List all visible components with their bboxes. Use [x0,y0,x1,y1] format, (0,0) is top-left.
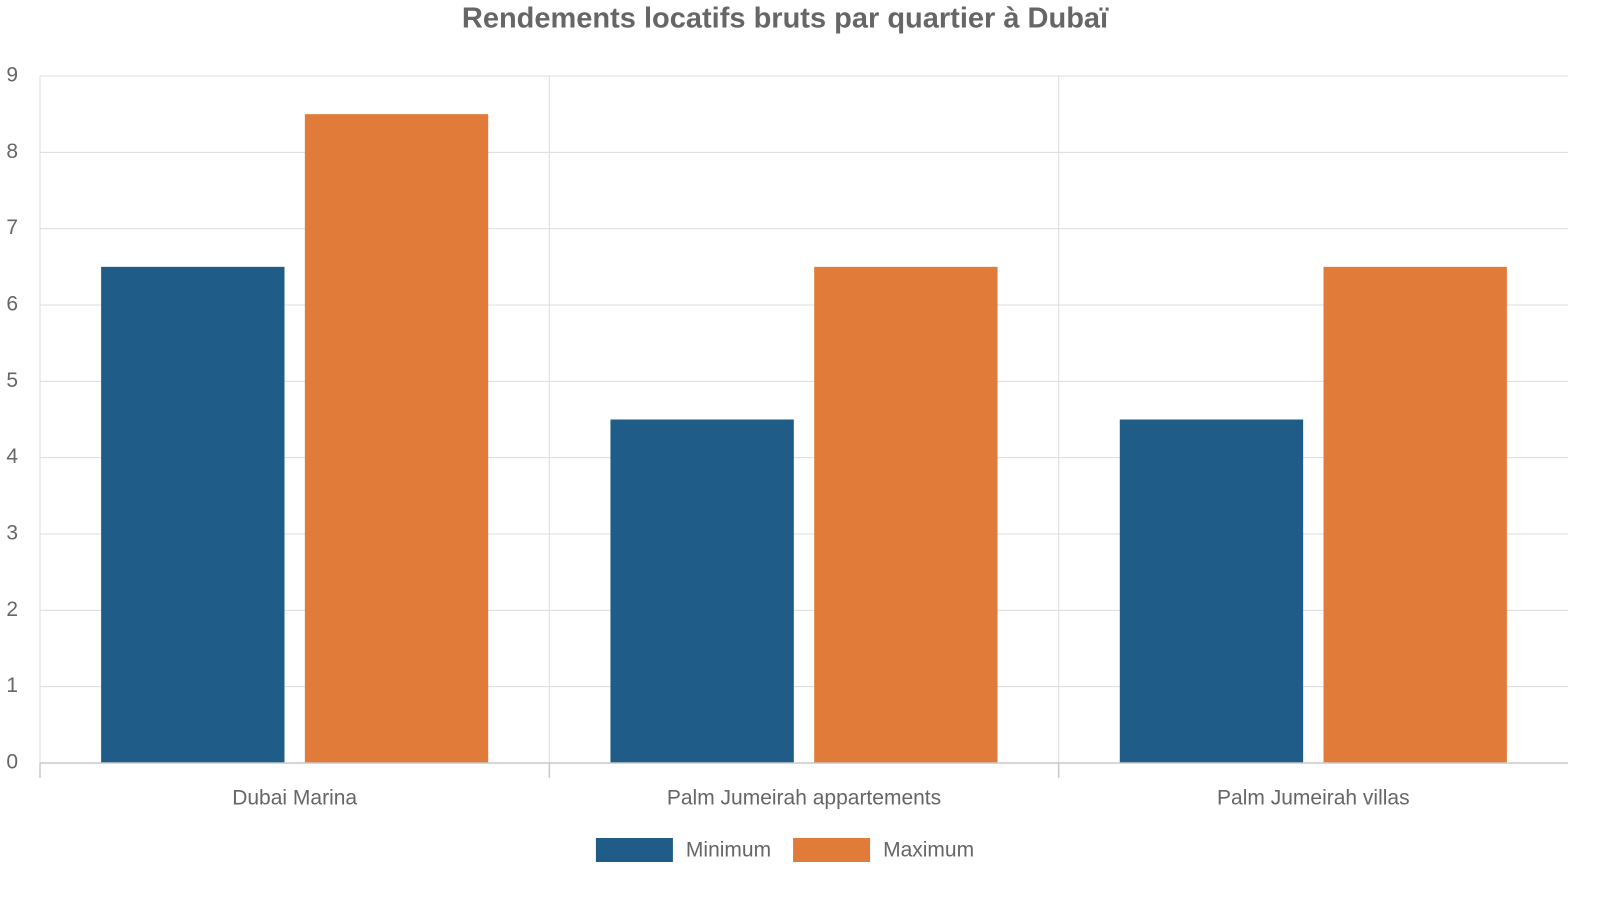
y-tick-label: 6 [6,293,18,316]
y-tick-label: 4 [6,445,18,468]
y-tick-label: 3 [6,522,18,545]
legend-label: Minimum [686,839,771,862]
x-tick-label: Palm Jumeirah villas [1217,787,1410,810]
y-tick-label: 0 [6,751,18,774]
legend-swatch [793,838,871,862]
y-tick-label: 1 [6,674,18,697]
bar [304,114,489,763]
legend-swatch [595,838,673,862]
y-tick-label: 5 [6,369,18,392]
bar [814,266,998,763]
bar [101,266,285,763]
bar [1119,419,1304,763]
bar [610,419,794,763]
y-tick-label: 7 [6,216,18,239]
y-tick-label: 9 [6,64,18,87]
chart-title: Rendements locatifs bruts par quartier à… [462,3,1109,35]
bar [1323,266,1507,763]
legend-label: Maximum [883,839,974,862]
x-tick-label: Dubai Marina [232,787,357,810]
y-tick-label: 8 [6,140,18,163]
x-tick-label: Palm Jumeirah appartements [667,787,941,810]
y-tick-label: 2 [6,598,18,621]
